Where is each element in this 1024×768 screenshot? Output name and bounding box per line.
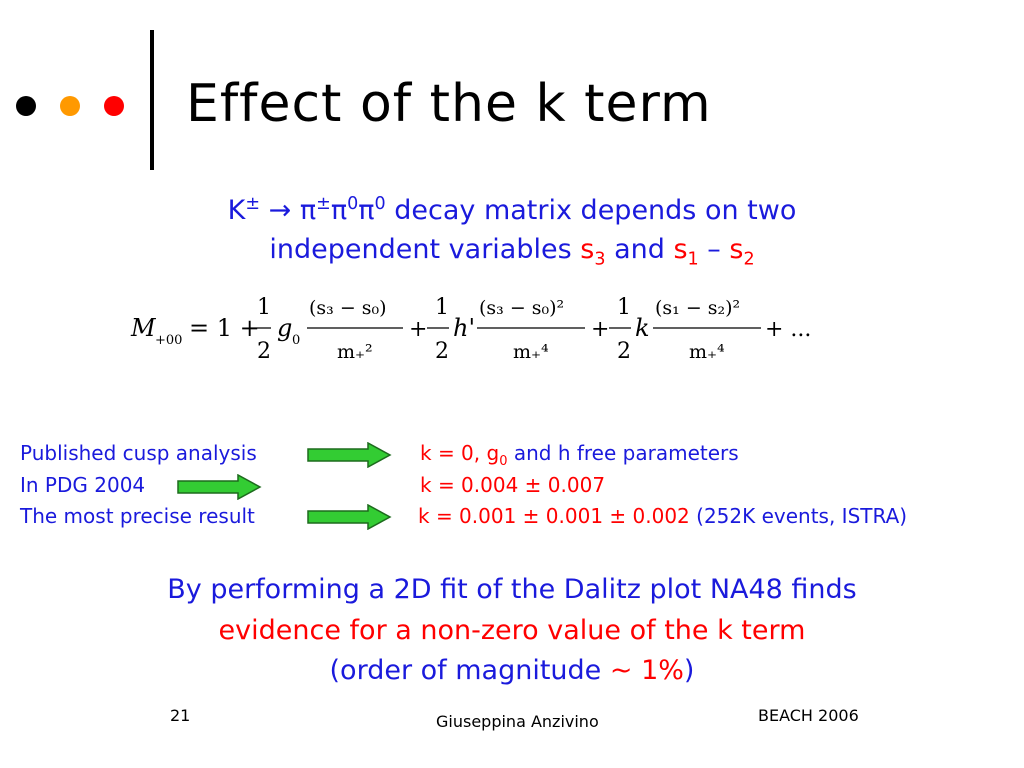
row-2-label: In PDG 2004 — [20, 473, 146, 497]
pion-charge: ± — [316, 194, 331, 214]
row-1-label: Published cusp analysis — [20, 441, 257, 465]
eq-g0-sub: 0 — [292, 333, 300, 348]
conclusion-line-2: evidence for a non-zero value of the k t… — [218, 615, 806, 646]
decay-arrow: → — [268, 195, 292, 226]
slide-title: Effect of the k term — [186, 74, 712, 134]
eq-M-sub: +00 — [155, 333, 182, 348]
footer-event: BEACH 2006 — [758, 706, 859, 725]
kaon-symbol: K — [227, 195, 246, 226]
pion-symbol: π — [299, 195, 317, 226]
eq-frac2-num: 1 — [435, 295, 449, 320]
eq-term1-num: (s₃ − s₀) — [309, 297, 387, 319]
title-dot-red — [104, 96, 124, 116]
row-2-value: k = 0.004 ± 0.007 — [420, 473, 606, 497]
eq-g0: g — [277, 314, 292, 342]
eq-tail: + ... — [765, 317, 811, 342]
pi0-b: π — [358, 195, 375, 226]
row-3-value: k = 0.001 ± 0.001 ± 0.002 (252K events, … — [418, 504, 908, 528]
title-dot-orange — [60, 96, 80, 116]
var-s2: s2 — [729, 234, 755, 270]
row-3-label: The most precise result — [20, 504, 255, 528]
title-divider — [150, 30, 154, 170]
subtitle-text-2: independent variables — [269, 234, 581, 265]
row-3-arrow — [307, 504, 392, 530]
eq-frac1-num: 1 — [257, 295, 271, 320]
eq-frac1-den: 2 — [257, 339, 271, 364]
var-s1: s1 — [673, 234, 699, 270]
eq-term3-num: (s₁ − s₂)² — [655, 297, 740, 319]
subtitle-text-1: decay matrix depends on two — [385, 195, 797, 226]
title-dot-black — [16, 96, 36, 116]
row-2-arrow — [177, 474, 262, 500]
subtitle-line-1: K± → π±π0π0 decay matrix depends on two — [0, 194, 1024, 226]
conclusion-line-1: By performing a 2D fit of the Dalitz plo… — [167, 574, 857, 605]
eq-term2-num: (s₃ − s₀)² — [479, 297, 564, 319]
eq-frac2-den: 2 — [435, 339, 449, 364]
pi0-a: π — [330, 195, 348, 226]
pi0-b-charge: 0 — [374, 194, 386, 214]
eq-term3-den: m₊⁴ — [689, 341, 725, 363]
subtitle-and: and — [605, 234, 674, 265]
pi0-a-charge: 0 — [347, 194, 359, 214]
eq-term2-den: m₊⁴ — [513, 341, 549, 363]
eq-frac3-num: 1 — [617, 295, 631, 320]
subtitle-dash: – — [698, 234, 730, 265]
eq-M: M — [130, 314, 157, 342]
eq-k: k — [635, 314, 650, 342]
eq-one: = 1 + — [189, 314, 260, 342]
footer-page-number: 21 — [170, 706, 191, 725]
eq-plus-1: + — [409, 317, 427, 342]
kaon-charge: ± — [245, 194, 261, 214]
matrix-element-equation: M +00 = 1 + 1 2 g 0 (s₃ − s₀) m₊² + 1 2 … — [130, 295, 811, 364]
row-1-value: k = 0, g0 and h free parameters — [420, 441, 739, 469]
subtitle-line-2: independent variables s3 and s1 – s2 — [0, 234, 1024, 269]
eq-h: h' — [453, 314, 475, 342]
conclusion-line-3: (order of magnitude ~ 1%) — [329, 655, 695, 686]
footer-author: Giuseppina Anzivino — [436, 712, 599, 731]
eq-frac3-den: 2 — [617, 339, 631, 364]
row-1-arrow — [307, 442, 392, 468]
eq-plus-2: + — [591, 317, 609, 342]
var-s3: s3 — [580, 234, 606, 270]
eq-term1-den: m₊² — [337, 341, 373, 363]
